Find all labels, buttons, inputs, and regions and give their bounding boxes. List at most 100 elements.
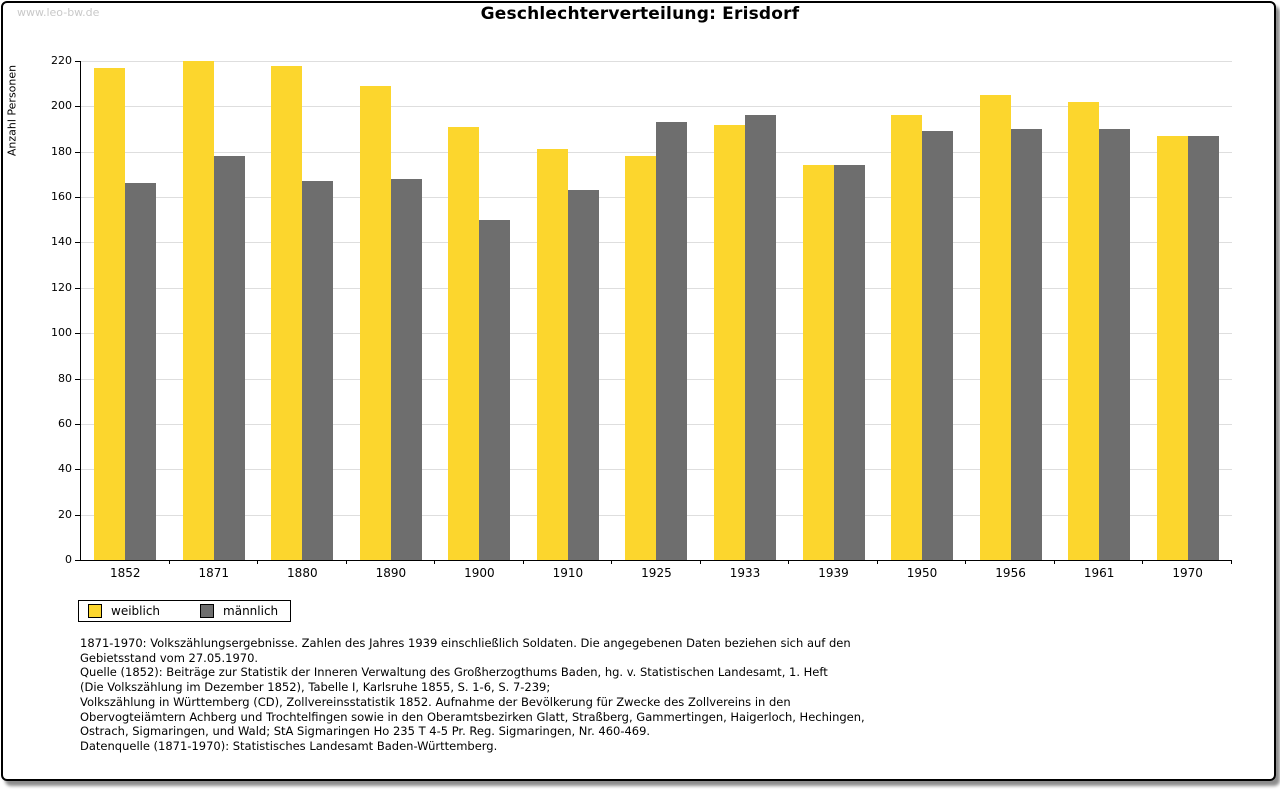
x-tick-5 — [522, 560, 524, 564]
y-axis-label: Anzahl Personen — [5, 64, 19, 157]
x-tick-label-1933: 1933 — [729, 566, 761, 580]
x-tick-label-1880: 1880 — [287, 566, 318, 580]
y-tick-label-200: 200 — [51, 99, 72, 113]
bar-group-1880: 1880 — [258, 61, 347, 580]
x-tick-label-1956: 1956 — [995, 566, 1026, 580]
x-tick-9 — [876, 560, 878, 564]
x-tick-label-1900: 1900 — [464, 566, 495, 580]
y-tick-label-60: 60 — [58, 416, 72, 430]
bar-weiblich-1925 — [625, 156, 657, 560]
gridline-220 — [81, 61, 1232, 62]
watermark: www.leo-bw.de — [17, 6, 100, 19]
legend-item-weiblich: weiblich — [88, 604, 160, 618]
x-tick-label-1961: 1961 — [1083, 566, 1115, 580]
bar-group-1956: 1956 — [966, 61, 1055, 580]
x-tick-11 — [1053, 560, 1055, 564]
legend-label-weiblich: weiblich — [111, 604, 161, 618]
footnote-line-3: Quelle (1852): Beiträge zur Statistik de… — [80, 665, 828, 680]
y-tick-label-40: 40 — [58, 462, 72, 476]
gridline-200 — [81, 106, 1232, 108]
bar-group-1925: 1925 — [612, 61, 701, 580]
legend-label-maennlich: männlich — [223, 604, 279, 618]
bar-weiblich-1950 — [891, 115, 923, 560]
bar-group-1910: 1910 — [524, 61, 613, 580]
bar-männlich-1925 — [656, 122, 688, 560]
y-tick-label-180: 180 — [51, 144, 72, 158]
x-tick-label-1925: 1925 — [641, 566, 672, 580]
x-tick-label-1939: 1939 — [818, 566, 849, 580]
footnote-line-6: Obervogteiämtern Achberg und Trochtelfin… — [80, 709, 865, 724]
y-tick-label-220: 220 — [51, 54, 72, 67]
bar-männlich-1900 — [479, 219, 511, 560]
y-tick-label-160: 160 — [51, 190, 72, 204]
bar-männlich-1852 — [125, 183, 157, 560]
bar-männlich-1956 — [1010, 129, 1042, 560]
bar-männlich-1961 — [1099, 129, 1131, 560]
x-tick-label-1871: 1871 — [198, 566, 230, 580]
y-tick-label-120: 120 — [51, 280, 72, 294]
y-tick-label-0: 0 — [65, 553, 72, 566]
bar-group-1950: 1950 — [878, 61, 967, 580]
datasource-note: Datenquelle (1871-1970): Statistisches L… — [80, 739, 498, 753]
bar-group-1961: 1961 — [1055, 61, 1144, 580]
bar-männlich-1880 — [302, 181, 334, 560]
bar-group-1970: 1970 — [1143, 61, 1232, 580]
footnote-line-1: 1871-1970: Volkszählungsergebnisse. Zahl… — [80, 636, 851, 650]
bar-männlich-1970 — [1187, 135, 1219, 560]
x-tick-2 — [257, 560, 259, 564]
legend-swatch-weiblich — [88, 604, 102, 618]
footnote-line-2: Gebietsstand vom 27.05.1970. — [80, 650, 259, 665]
bar-männlich-1939 — [833, 165, 865, 560]
x-tick-12 — [1142, 560, 1144, 564]
y-tick-20 — [75, 514, 80, 516]
y-tick-100 — [75, 333, 80, 335]
x-tick-label-1910: 1910 — [552, 566, 584, 580]
chart-title: Geschlechterverteilung: Erisdorf — [480, 4, 800, 24]
bar-weiblich-1956 — [979, 95, 1011, 560]
bar-weiblich-1939 — [802, 165, 834, 560]
legend: weiblich männlich — [78, 600, 292, 622]
bar-group-1852: 1852 — [81, 61, 170, 580]
x-tick-label-1950: 1950 — [906, 566, 938, 580]
bar-weiblich-1910 — [536, 149, 568, 560]
x-tick-4 — [434, 560, 436, 564]
bar-weiblich-1933 — [713, 124, 745, 560]
bar-weiblich-1871 — [182, 61, 214, 560]
bar-group-1890: 1890 — [347, 61, 436, 580]
bar-weiblich-1900 — [448, 126, 480, 560]
y-tick-label-80: 80 — [58, 371, 72, 385]
bar-weiblich-1970 — [1156, 135, 1188, 560]
bar-weiblich-1852 — [94, 67, 126, 560]
x-tick-13 — [1231, 560, 1232, 564]
y-tick-180 — [75, 151, 80, 153]
x-tick-label-1890: 1890 — [375, 566, 407, 580]
bar-groups: 1852 1871 1880 1890 1900 1910 1925 1933 1939 1950… — [81, 61, 1232, 580]
y-tick-40 — [75, 469, 80, 471]
y-tick-label-100: 100 — [51, 326, 72, 340]
footnotes: 1871-1970: Volkszählungsergebnisse. Zahl… — [80, 636, 865, 739]
bar-männlich-1910 — [567, 190, 599, 560]
x-tick-3 — [345, 560, 347, 564]
x-tick-label-1970: 1970 — [1172, 566, 1203, 580]
y-tick-200 — [75, 106, 80, 108]
x-tick-8 — [788, 560, 790, 564]
bar-group-1933: 1933 — [701, 61, 790, 580]
y-tick-0 — [75, 560, 80, 561]
bar-männlich-1933 — [744, 115, 776, 560]
legend-swatch-maennlich — [200, 604, 215, 618]
x-tick-7 — [699, 560, 701, 564]
bar-männlich-1890 — [390, 178, 422, 560]
y-tick-140 — [75, 242, 80, 244]
y-tick-220 — [75, 61, 80, 62]
footnote-line-4: (Die Volkszählung im Dezember 1852), Tab… — [80, 680, 551, 695]
bar-weiblich-1961 — [1068, 101, 1100, 560]
plot-area: 1852 1871 1880 1890 1900 1910 1925 1933 1939 1950… — [80, 61, 1232, 580]
y-tick-label-140: 140 — [51, 235, 72, 249]
bar-group-1900: 1900 — [435, 61, 524, 580]
bar-group-1939: 1939 — [789, 61, 878, 580]
x-tick-1 — [168, 560, 170, 564]
y-tick-60 — [75, 423, 80, 425]
bar-group-1871: 1871 — [170, 61, 259, 580]
y-tick-80 — [75, 378, 80, 380]
